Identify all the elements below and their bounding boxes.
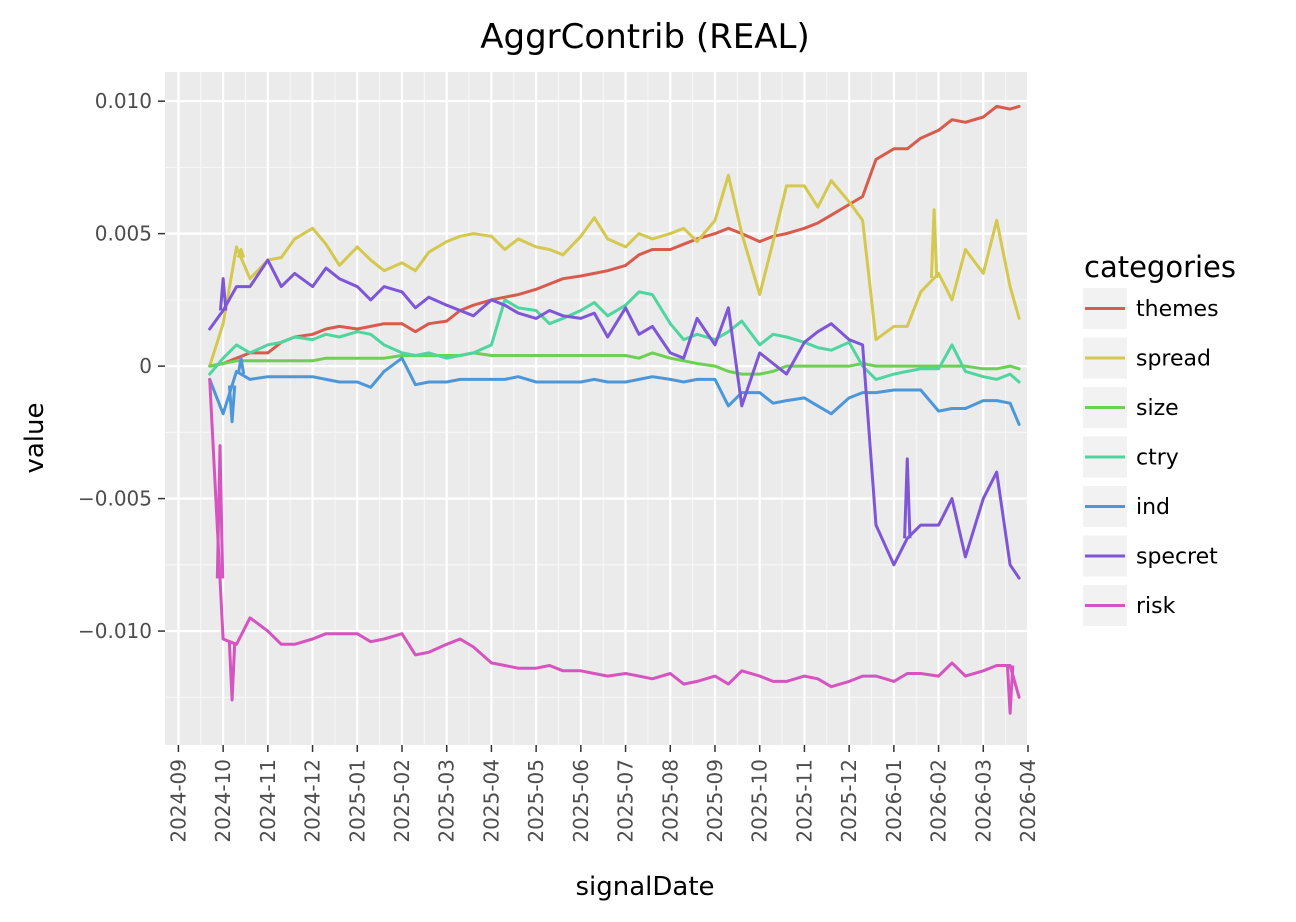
x-tick-label: 2025-12: [837, 759, 861, 843]
x-axis: 2024-09 2024-10 2024-11 2024-12 2025-01 2025-…: [166, 745, 1040, 843]
series-spike-risk: [1005, 665, 1015, 715]
legend-label: size: [1136, 396, 1179, 421]
series-spike-risk: [227, 642, 237, 702]
series-spike-spread: [236, 248, 246, 258]
x-tick-label: 2024-12: [301, 759, 325, 843]
y-tick-label: 0.005: [95, 222, 152, 246]
x-tick-label: 2025-09: [703, 759, 727, 843]
minor-gridlines: [165, 72, 1028, 745]
x-tick-label: 2024-11: [256, 759, 280, 843]
x-tick-label: 2025-08: [658, 759, 682, 843]
legend-label: themes: [1136, 297, 1219, 322]
chart-title: AggrContrib (REAL): [480, 17, 809, 57]
x-tick-label: 2026-01: [882, 759, 906, 843]
legend-item-specret: specret: [1083, 535, 1218, 577]
x-tick-label: 2025-06: [569, 759, 593, 843]
legend-item-spread: spread: [1083, 337, 1211, 379]
series-spike-specret: [218, 277, 228, 311]
x-axis-title: signalDate: [575, 872, 714, 902]
y-tick-label: −0.005: [78, 487, 152, 511]
legend-item-themes: themes: [1083, 288, 1219, 329]
legend-item-ind: ind: [1083, 486, 1170, 527]
legend-title: categories: [1084, 250, 1236, 284]
series-spike-specret: [903, 457, 912, 539]
plot-panel: [165, 72, 1028, 745]
x-tick-label: 2026-03: [971, 759, 995, 843]
legend-label: risk: [1136, 594, 1176, 619]
series-spike-ind: [236, 356, 246, 375]
series-line-risk: [208, 377, 1021, 699]
legend: categories themes spread size ctry ind specre…: [1083, 250, 1236, 626]
y-axis-title: value: [20, 402, 50, 473]
x-tick-label: 2025-05: [524, 759, 548, 843]
x-tick-label: 2025-03: [435, 759, 459, 843]
x-tick-label: 2025-07: [614, 759, 638, 843]
x-tick-label: 2025-10: [748, 759, 772, 843]
x-tick-label: 2025-02: [390, 759, 414, 843]
legend-item-risk: risk: [1083, 585, 1176, 626]
series-spike-risk: [215, 444, 225, 579]
y-tick-label: −0.010: [78, 619, 152, 643]
legend-label: ctry: [1136, 446, 1179, 471]
series-line-specret: [208, 258, 1021, 580]
x-tick-label: 2026-02: [927, 759, 951, 843]
series-spike-spread: [929, 208, 939, 279]
y-tick-label: 0.010: [95, 89, 152, 113]
series-line-ind: [208, 356, 1021, 426]
y-tick-label: 0: [139, 354, 152, 378]
series-line-ctry: [208, 290, 1021, 384]
x-tick-label: 2024-10: [211, 759, 235, 843]
series-spike-ind: [227, 385, 237, 424]
series-line-themes: [208, 104, 1021, 368]
x-tick-label: 2026-04: [1016, 759, 1040, 843]
series-line-spread: [208, 173, 1021, 368]
series-line-size: [208, 351, 1021, 376]
x-tick-label: 2024-09: [166, 759, 190, 843]
y-axis: 0.010 0.005 0 −0.005 −0.010: [78, 89, 165, 643]
legend-item-ctry: ctry: [1083, 436, 1179, 478]
legend-label: spread: [1136, 347, 1211, 372]
series-lines: [208, 104, 1021, 715]
x-tick-label: 2025-11: [792, 759, 816, 843]
legend-label: specret: [1136, 545, 1218, 570]
legend-label: ind: [1136, 495, 1170, 520]
legend-item-size: size: [1083, 387, 1179, 428]
x-tick-label: 2025-01: [345, 759, 369, 843]
x-tick-label: 2025-04: [479, 759, 503, 843]
